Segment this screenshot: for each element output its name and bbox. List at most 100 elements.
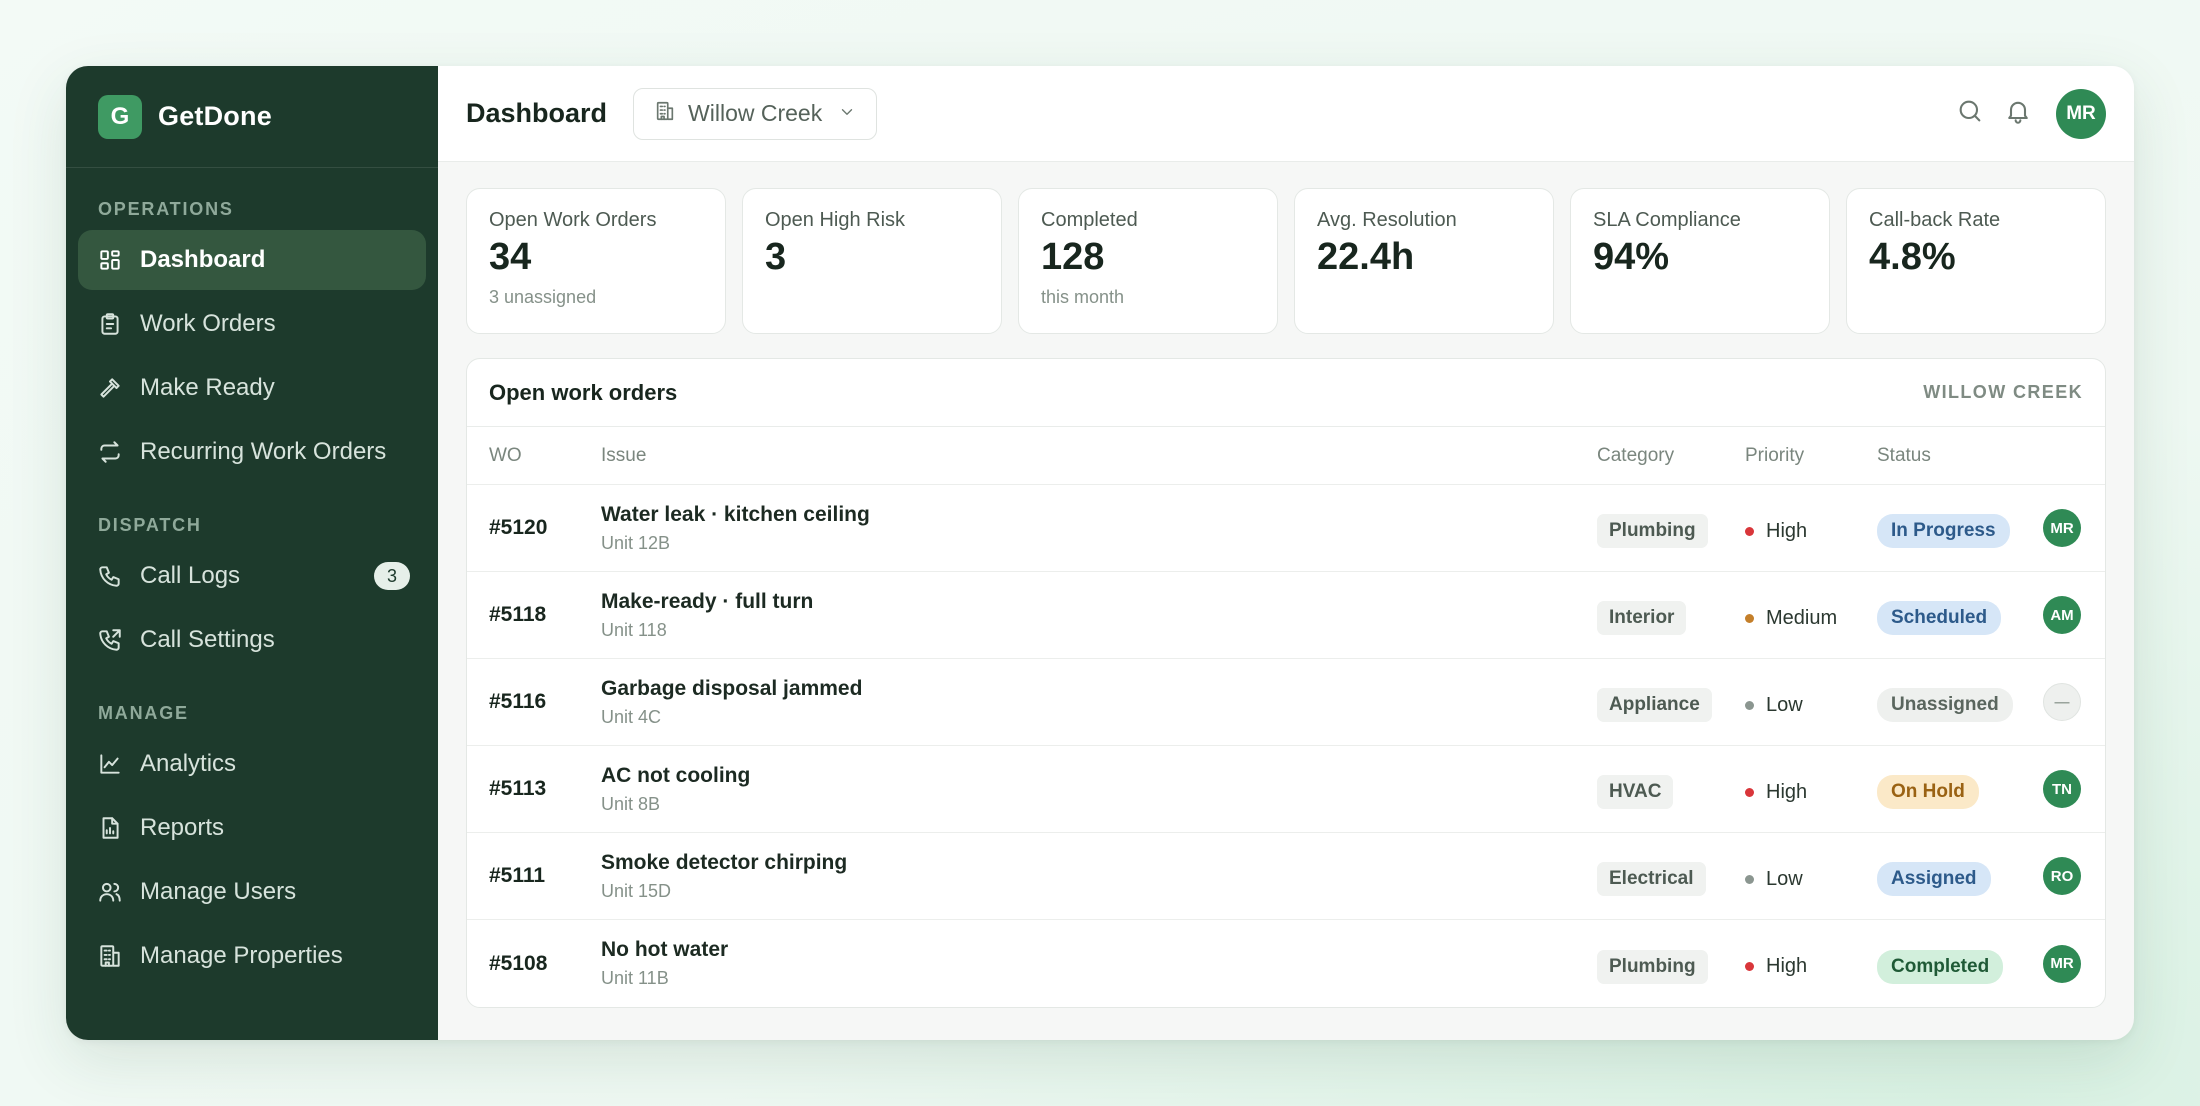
stats-row: Open Work Orders 34 3 unassigned Open High … <box>466 188 2106 334</box>
issue-title: Smoke detector chirping <box>601 850 848 874</box>
issue-title: AC not cooling <box>601 763 751 787</box>
priority-indicator: High <box>1745 520 1877 543</box>
sidebar-item-label: Make Ready <box>140 374 275 401</box>
stat-card-call-back-rate[interactable]: Call-back Rate 4.8% <box>1846 188 2106 334</box>
priority-indicator: Low <box>1745 868 1877 891</box>
status-badge: Scheduled <box>1877 601 2002 635</box>
sidebar-item-call-logs[interactable]: Call Logs 3 <box>78 546 426 606</box>
issue-unit: Unit 8B <box>601 793 661 814</box>
table-row[interactable]: #5111 Smoke detector chirping Unit 15D Elec… <box>467 833 2105 920</box>
assignee-avatar[interactable]: TN <box>2043 770 2081 808</box>
assignee-avatar[interactable]: RO <box>2043 857 2081 895</box>
priority-label: Low <box>1766 867 1803 890</box>
sidebar-item-dashboard[interactable]: Dashboard <box>78 230 426 290</box>
stat-value: 34 <box>489 236 532 278</box>
status-cell: In Progress <box>1877 508 2041 548</box>
priority-label: Medium <box>1766 606 1838 629</box>
open-work-orders-card: Open work orders WILLOW CREEK WO Issue C… <box>466 358 2106 1008</box>
table-row[interactable]: #5118 Make-ready · full turn Unit 118 Inter… <box>467 572 2105 659</box>
stat-value: 22.4h <box>1317 236 1415 278</box>
sidebar-item-manage-properties[interactable]: Manage Properties <box>78 926 426 986</box>
table-row[interactable]: #5108 No hot water Unit 11B Plumbing High Com… <box>467 920 2105 1007</box>
phone-icon <box>96 562 124 590</box>
wo-number: #5108 <box>489 951 548 975</box>
column-priority[interactable]: Priority <box>1745 444 1805 466</box>
stat-label: Completed <box>1041 209 1138 231</box>
nav-section-manage: MANAGE Analytics Reports Manage Users Manage… <box>66 698 438 986</box>
topbar: Dashboard Willow Creek MR <box>438 66 2134 162</box>
stat-card-open-high-risk[interactable]: Open High Risk 3 <box>742 188 1002 334</box>
assignee-avatar[interactable]: AM <box>2043 596 2081 634</box>
column-category[interactable]: Category <box>1597 444 1675 466</box>
category-chip: Plumbing <box>1597 514 1708 548</box>
table-title: Open work orders <box>489 379 678 405</box>
sidebar-item-analytics[interactable]: Analytics <box>78 734 426 794</box>
table-row[interactable]: #5120 Water leak · kitchen ceiling Unit 12… <box>467 485 2105 572</box>
sidebar-item-label: Manage Users <box>140 878 297 905</box>
brand-logo: G <box>98 94 142 139</box>
sidebar-item-work-orders[interactable]: Work Orders <box>78 294 426 354</box>
sidebar-item-label: Work Orders <box>140 310 276 337</box>
table-row[interactable]: #5113 AC not cooling Unit 8B HVAC High On Hol… <box>467 746 2105 833</box>
brand[interactable]: G GetDone <box>66 66 438 168</box>
sidebar: G GetDone OPERATIONS Dashboard Work Orders… <box>66 66 438 1040</box>
column-issue[interactable]: Issue <box>601 444 647 466</box>
bell-icon[interactable] <box>2004 97 2032 130</box>
issue-cell: Garbage disposal jammed Unit 4C <box>601 677 1597 728</box>
issue-cell: No hot water Unit 11B <box>601 938 1597 989</box>
sidebar-item-label: Analytics <box>140 750 237 777</box>
status-cell: Completed <box>1877 944 2041 984</box>
priority-cell: Low <box>1745 688 1877 717</box>
priority-indicator: Medium <box>1745 607 1877 630</box>
priority-indicator: Low <box>1745 694 1877 717</box>
issue-cell: Smoke detector chirping Unit 15D <box>601 851 1597 902</box>
issue-unit: Unit 118 <box>601 619 667 640</box>
stat-card-sla-compliance[interactable]: SLA Compliance 94% <box>1570 188 1830 334</box>
column-status[interactable]: Status <box>1877 444 1931 466</box>
stat-card-avg-resolution[interactable]: Avg. Resolution 22.4h <box>1294 188 1554 334</box>
column-wo[interactable]: WO <box>489 444 522 466</box>
sidebar-item-manage-users[interactable]: Manage Users <box>78 862 426 922</box>
table-row[interactable]: #5116 Garbage disposal jammed Unit 4C Appli… <box>467 659 2105 746</box>
table-column-headers: WO Issue Category Priority Status <box>467 427 2105 485</box>
priority-label: High <box>1766 519 1808 542</box>
chevron-down-icon <box>834 100 856 127</box>
property-select[interactable]: Willow Creek <box>633 87 878 140</box>
wo-number: #5116 <box>489 690 547 713</box>
stat-label: Open Work Orders <box>489 209 657 231</box>
stat-subtext: 3 unassigned <box>489 287 597 307</box>
sidebar-item-label: Manage Properties <box>140 942 343 969</box>
wo-number: #5120 <box>489 516 548 539</box>
table-header: Open work orders WILLOW CREEK <box>467 359 2105 427</box>
sidebar-item-call-settings[interactable]: Call Settings <box>78 610 426 670</box>
building-icon <box>96 942 124 970</box>
user-avatar[interactable]: MR <box>2056 88 2106 139</box>
priority-dot-icon <box>1745 962 1754 971</box>
users-icon <box>96 878 124 906</box>
dashboard-content: Open Work Orders 34 3 unassigned Open High … <box>438 162 2134 1040</box>
sidebar-item-make-ready[interactable]: Make Ready <box>78 358 426 418</box>
phone-settings-icon <box>96 626 124 654</box>
priority-label: Low <box>1766 693 1803 716</box>
assignee-avatar[interactable]: MR <box>2043 509 2081 547</box>
sidebar-item-reports[interactable]: Reports <box>78 798 426 858</box>
dashboard-icon <box>96 246 124 274</box>
stat-card-completed[interactable]: Completed 128 this month <box>1018 188 1278 334</box>
nav-section-label: MANAGE <box>98 703 189 723</box>
sidebar-item-label: Recurring Work Orders <box>140 438 387 465</box>
stat-card-open-work-orders[interactable]: Open Work Orders 34 3 unassigned <box>466 188 726 334</box>
search-icon[interactable] <box>1956 97 1984 130</box>
stat-value: 128 <box>1041 236 1105 278</box>
assignee-avatar[interactable]: — <box>2043 683 2081 721</box>
priority-dot-icon <box>1745 526 1754 536</box>
assignee-avatar[interactable]: MR <box>2043 944 2081 983</box>
issue-unit: Unit 4C <box>601 706 662 727</box>
status-cell: Unassigned <box>1877 682 2041 722</box>
main-area: Dashboard Willow Creek MR <box>438 66 2134 1040</box>
status-badge: Completed <box>1877 949 2004 984</box>
table-body: #5120 Water leak · kitchen ceiling Unit 12… <box>467 485 2105 1007</box>
assignee-cell: RO <box>2041 857 2083 895</box>
category-chip: Plumbing <box>1597 949 1708 984</box>
page-title: Dashboard <box>466 98 608 128</box>
sidebar-item-recurring-work-orders[interactable]: Recurring Work Orders <box>78 422 426 482</box>
